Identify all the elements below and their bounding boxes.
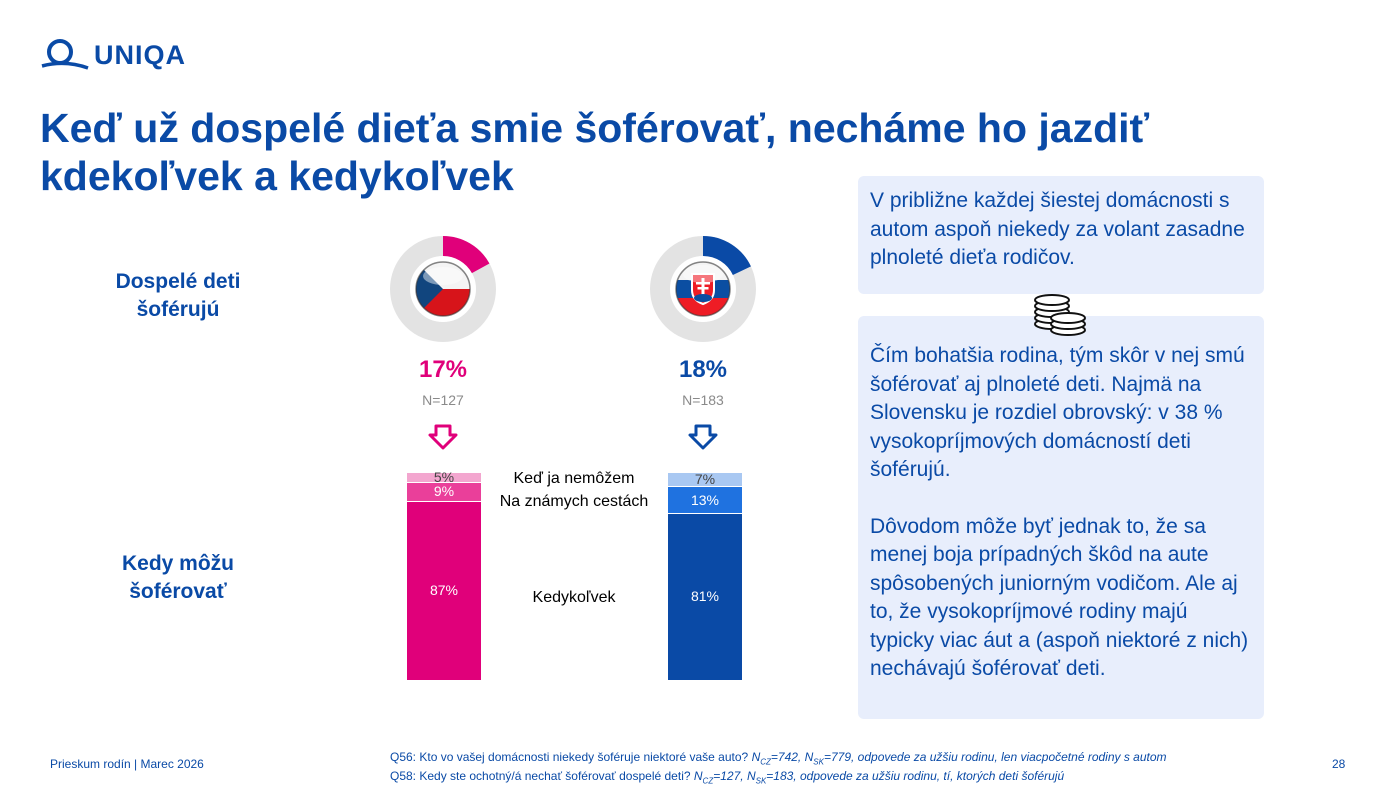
page-title: Keď už dospelé dieťa smie šoférovať, nec… bbox=[40, 105, 1150, 199]
footer-q58: Q58: Kedy ste ochotný/á nechať šoférovať… bbox=[390, 769, 1065, 786]
info-box-top-text: V približne každej šiestej domácnosti s … bbox=[870, 189, 1245, 269]
bar-data-label: 9% bbox=[433, 483, 455, 500]
arrow-down-icon bbox=[428, 424, 458, 450]
info-box-bottom-p2: Dôvodom môže byť jednak to, že sa menej … bbox=[870, 514, 1249, 681]
bar-segment: 5% bbox=[407, 469, 481, 485]
stacked-bar-sk: 7% 13% 81% bbox=[668, 471, 742, 680]
pct-cz: 17% bbox=[418, 356, 468, 383]
brand-name: UNIQA bbox=[94, 40, 186, 70]
donut-slice-sk bbox=[702, 236, 751, 276]
category-label: Na známych cestách bbox=[499, 493, 649, 510]
pct-sk: 18% bbox=[678, 356, 728, 383]
footer-source: Prieskum rodín | Marec 2026 bbox=[50, 757, 204, 771]
footer-q56: Q56: Kto vo vašej domácnosti niekedy šof… bbox=[390, 750, 1167, 767]
bar-data-label: 81% bbox=[690, 587, 720, 604]
donut-chart-cz bbox=[390, 236, 496, 342]
n-cz: N=127 bbox=[422, 392, 464, 408]
bar-data-label: 13% bbox=[690, 491, 720, 508]
donut-slice-cz bbox=[442, 236, 490, 274]
bar-segment: 7% bbox=[668, 471, 742, 488]
bar-segment: 9% bbox=[407, 483, 481, 502]
arrow-down-icon bbox=[688, 424, 718, 450]
row-label-when: Kedy môžu šoférovať bbox=[121, 552, 234, 603]
czech-flag-icon bbox=[415, 261, 471, 317]
bar-segment: 87% bbox=[407, 501, 481, 680]
bar-data-label: 87% bbox=[429, 581, 459, 598]
footer-notes: Q56: Kto vo vašej domácnosti niekedy šof… bbox=[390, 750, 1167, 789]
slovak-flag-icon bbox=[675, 261, 731, 317]
info-box-top: V približne každej šiestej domácnosti s … bbox=[858, 176, 1264, 294]
info-box-bottom: Čím bohatšia rodina, tým skôr v nej smú … bbox=[858, 316, 1264, 719]
bar-segment: 13% bbox=[668, 487, 742, 514]
uniqa-logo[interactable]: UNIQA bbox=[40, 38, 210, 72]
page-number: 28 bbox=[1332, 757, 1346, 771]
category-label: Keď ja nemôžem bbox=[513, 470, 635, 487]
coins-icon bbox=[1034, 294, 1086, 336]
donut-chart-sk bbox=[650, 236, 756, 342]
n-sk: N=183 bbox=[682, 392, 724, 408]
uniqa-logo-icon bbox=[41, 39, 89, 70]
info-box-bottom-p1: Čím bohatšia rodina, tým skôr v nej smú … bbox=[870, 344, 1245, 481]
row-label-drive: Dospelé deti šoférujú bbox=[115, 270, 241, 321]
bar-data-label: 5% bbox=[433, 469, 455, 486]
category-label: Kedykoľvek bbox=[532, 589, 616, 606]
bar-segment: 81% bbox=[668, 513, 742, 680]
bar-data-label: 7% bbox=[694, 471, 716, 488]
stacked-bar-cz: 5% 9% 87% bbox=[407, 469, 481, 680]
